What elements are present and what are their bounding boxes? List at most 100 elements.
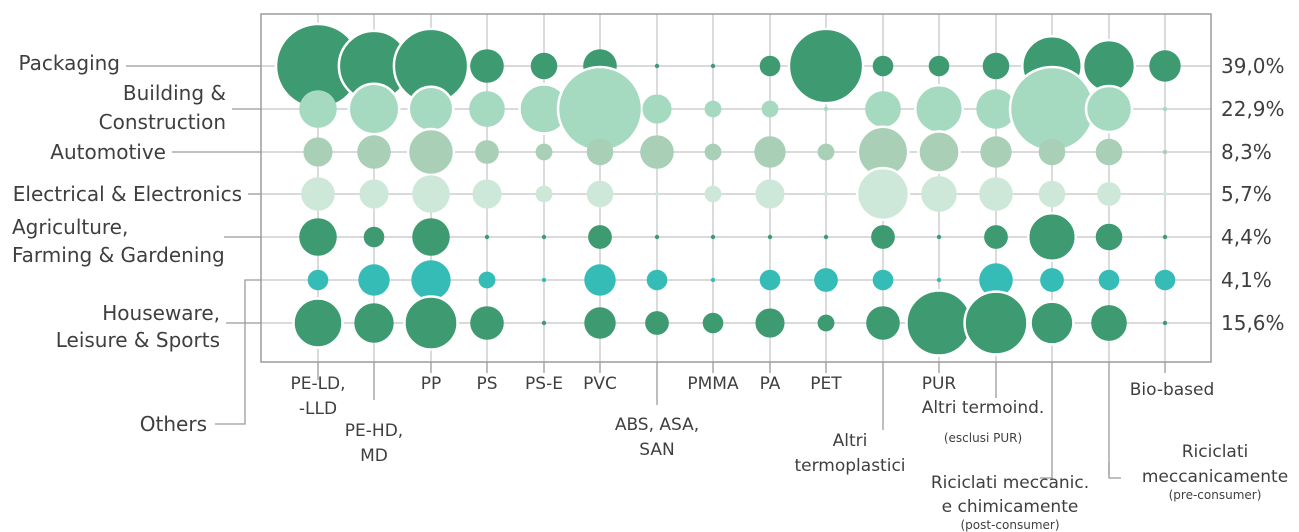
col-sublabel-altri-termoind: (esclusi PUR) [944,431,1022,445]
bubble-others-pp [411,260,451,300]
bubble-agriculture-farming-gardening-pp [412,218,450,256]
bubble-building-construction-pa [761,100,779,118]
bubble-agriculture-farming-gardening-riciclati-meccanicamente [1095,223,1123,251]
col-label-altri-termoplastici-line1: Altri [833,431,868,451]
bubble-agriculture-farming-gardening-pmma [710,234,716,240]
bubbles [274,22,1181,357]
bubble-building-construction-pvc [556,65,644,153]
leader-riciclati-pre-hook [1108,462,1121,479]
bubble-agriculture-farming-gardening-pe-ld-lld [299,218,337,256]
bubble-electrical-electronics-riciclati-meccanicamente [1097,182,1121,206]
bubble-agriculture-farming-gardening-riciclati-meccanic-e-chimicamente [1026,211,1078,263]
bubble-agriculture-farming-gardening-altri-termoplastici [871,225,895,249]
bubble-automotive-ps-e [535,143,553,161]
bubble-building-construction-pur [913,83,965,135]
bubble-packaging-riciclati-meccanicamente [1081,38,1137,94]
bubble-houseware-leisure-sports-altri-termoplastici [866,306,900,340]
row-label-packaging: Packaging [18,51,120,75]
bubble-others-pa [759,269,781,291]
bubble-electrical-electronics-pur [921,176,957,212]
bubble-electrical-electronics-pmma [704,185,722,203]
bubble-building-construction-pp [407,85,455,133]
leader-riciclati-post-hook [1040,477,1053,480]
bubble-building-construction-pe-hd-md [347,82,401,136]
bubble-building-construction-ps [469,91,505,127]
bubble-building-construction-altri-termoplastici [865,91,901,127]
bubble-houseware-leisure-sports-pmma [702,312,724,334]
bubble-agriculture-farming-gardening-ps [484,234,490,240]
bubble-others-altri-termoind [979,263,1013,297]
bubble-houseware-leisure-sports-ps-e [541,320,547,326]
bubble-houseware-leisure-sports-pe-ld-lld [292,297,344,349]
bubble-packaging-pmma [710,63,716,69]
bubble-others-pvc [584,264,616,296]
bubble-houseware-leisure-sports-pa [755,308,785,338]
col-label-riciclati-meccanic-e-chimicamente-line1: Riciclati meccanic. [931,473,1089,493]
bubble-building-construction-abs-asa-san [642,94,672,124]
bubble-packaging-pa [759,55,781,77]
bubble-agriculture-farming-gardening-pvc [588,225,612,249]
bubble-packaging-pet [787,27,865,105]
col-label-pur: PUR [922,374,957,394]
bubble-automotive-pvc [586,138,614,166]
bubble-electrical-electronics-ps [472,179,502,209]
bubble-packaging-bio-based [1149,50,1181,82]
row-label-houseware-leisure-sports-line2: Leisure & Sports [56,328,220,352]
col-label-abs-asa-san-line1: ABS, ASA, [615,415,699,435]
bubble-others-pur [936,277,942,283]
bubble-electrical-electronics-riciclati-meccanic-e-chimicamente [1038,180,1066,208]
share-labels: 39,0% 22,9% 8,3% 5,7% 4,4% 4,1% 15,6% [1221,54,1285,335]
bubble-automotive-altri-termoind [980,136,1012,168]
bubble-agriculture-farming-gardening-pur [936,234,942,240]
bubble-others-pe-hd-md [358,264,390,296]
bubble-building-construction-pmma [704,100,722,118]
bubble-automotive-pur [917,130,961,174]
row-label-agriculture-farming-gardening-line2: Farming & Gardening [12,243,225,267]
bubble-agriculture-farming-gardening-pet [823,234,829,240]
col-label-pa: PA [760,374,781,394]
bubble-automotive-pe-ld-lld [303,137,333,167]
column-labels: PE-LD, -LLD PE-HD, MD PP PS PS-E PVC ABS, ASA, SA… [290,374,1288,532]
col-sublabel-riciclati-meccanicamente: (pre-consumer) [1169,488,1262,502]
bubble-electrical-electronics-ps-e [535,185,553,203]
bubble-others-ps-e [541,277,547,283]
bubble-agriculture-farming-gardening-ps-e [541,234,547,240]
bubble-automotive-ps [475,140,499,164]
bubble-automotive-bio-based [1162,149,1168,155]
bubble-agriculture-farming-gardening-pe-hd-md [363,226,385,248]
bubble-automotive-pa [754,136,786,168]
bubble-electrical-electronics-pet [823,191,829,197]
col-label-pe-ld-lld-line2: -LLD [299,399,337,419]
col-label-altri-termoplastici-line2: termoplastici [794,456,905,476]
bubble-electrical-electronics-pe-hd-md [359,179,389,209]
bubble-others-riciclati-meccanic-e-chimicamente [1040,268,1064,292]
bubble-electrical-electronics-altri-termoplastici [855,166,911,222]
col-label-pp: PP [421,374,442,394]
col-label-riciclati-meccanicamente-line1: Riciclati [1182,442,1248,462]
bubble-electrical-electronics-bio-based [1162,191,1168,197]
bubble-automotive-pet [817,143,835,161]
bubble-building-construction-bio-based [1162,106,1168,112]
bubble-others-pet [814,268,838,292]
bubble-electrical-electronics-abs-asa-san [654,191,660,197]
col-label-abs-asa-san-line2: SAN [639,440,674,460]
bubble-agriculture-farming-gardening-abs-asa-san [654,234,660,240]
leader-lines [126,65,1166,480]
row-label-building-construction-line2: Construction [99,110,226,134]
bubble-automotive-riciclati-meccanicamente [1095,138,1123,166]
bubble-houseware-leisure-sports-abs-asa-san [645,311,669,335]
bubble-houseware-leisure-sports-bio-based [1162,320,1168,326]
row-label-electrical-electronics: Electrical & Electronics [13,182,242,206]
bubble-electrical-electronics-pe-ld-lld [301,177,335,211]
row-label-agriculture-farming-gardening-line1: Agriculture, [12,215,128,239]
col-label-riciclati-meccanicamente-line2: meccanicamente [1142,467,1288,487]
chart-frame [260,13,1212,363]
bubble-packaging-ps [470,49,504,83]
bubble-electrical-electronics-pvc [586,180,614,208]
col-label-pe-hd-md-line1: PE-HD, [345,421,403,441]
bubble-houseware-leisure-sports-pp [403,295,459,351]
share-label-agriculture-farming-gardening: 4,4% [1221,225,1272,249]
bubble-automotive-pp [406,127,456,177]
share-label-packaging: 39,0% [1221,54,1285,78]
